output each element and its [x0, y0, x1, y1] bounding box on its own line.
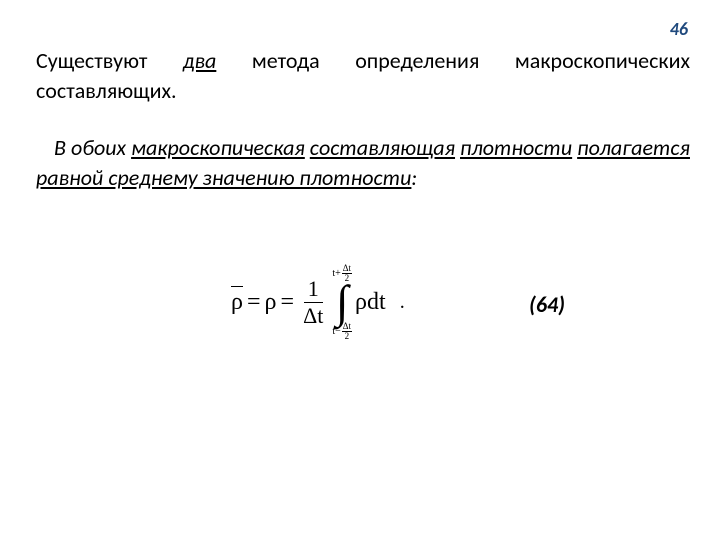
overbar-icon: [231, 286, 243, 287]
formula-dot: .: [400, 291, 405, 314]
p2-colon: :: [411, 164, 417, 191]
lower-limit-prefix: t−: [332, 327, 340, 337]
p1-two: два: [183, 47, 216, 74]
equals-1: =: [247, 289, 261, 316]
formula-block: ρ = ρ = 1 Δt t+ Δt 2 ∫ t−: [36, 253, 690, 373]
equals-2: =: [281, 289, 295, 316]
rho-bar-left: ρ: [231, 289, 243, 316]
p1-two-inner: два: [183, 47, 216, 74]
lower-limit-den: 2: [344, 332, 351, 341]
equation-label: (64): [529, 291, 565, 318]
integral-block: t+ Δt 2 ∫ t− Δt 2: [332, 264, 352, 341]
fraction: 1 Δt: [301, 278, 325, 327]
rho-mid: ρ: [265, 289, 277, 316]
page: 46 Существуют два метода определения мак…: [0, 0, 720, 540]
p1-text-1: Существуют: [36, 47, 183, 74]
fraction-den: Δt: [301, 303, 325, 327]
p2-u1: макроскопическая: [131, 134, 305, 161]
integrand-dt: dt: [367, 289, 386, 316]
lower-limit: t− Δt 2: [332, 322, 352, 341]
paragraph-2: В обоих макроскопическая составляющая пл…: [36, 133, 690, 192]
p2-u2: составляющая: [310, 134, 455, 161]
p2-u3: плотности: [460, 134, 572, 161]
fraction-num: 1: [304, 278, 323, 303]
integral-sign-icon: ∫: [336, 284, 349, 321]
p2-t1: В обоих: [54, 134, 131, 161]
paragraph-1: Существуют два метода определения макрос…: [36, 46, 690, 105]
rho-left: ρ: [231, 289, 243, 315]
formula: ρ = ρ = 1 Δt t+ Δt 2 ∫ t−: [231, 253, 405, 353]
page-number: 46: [36, 18, 690, 40]
lower-limit-frac: Δt 2: [342, 322, 352, 341]
integrand-rho: ρ: [355, 289, 367, 316]
